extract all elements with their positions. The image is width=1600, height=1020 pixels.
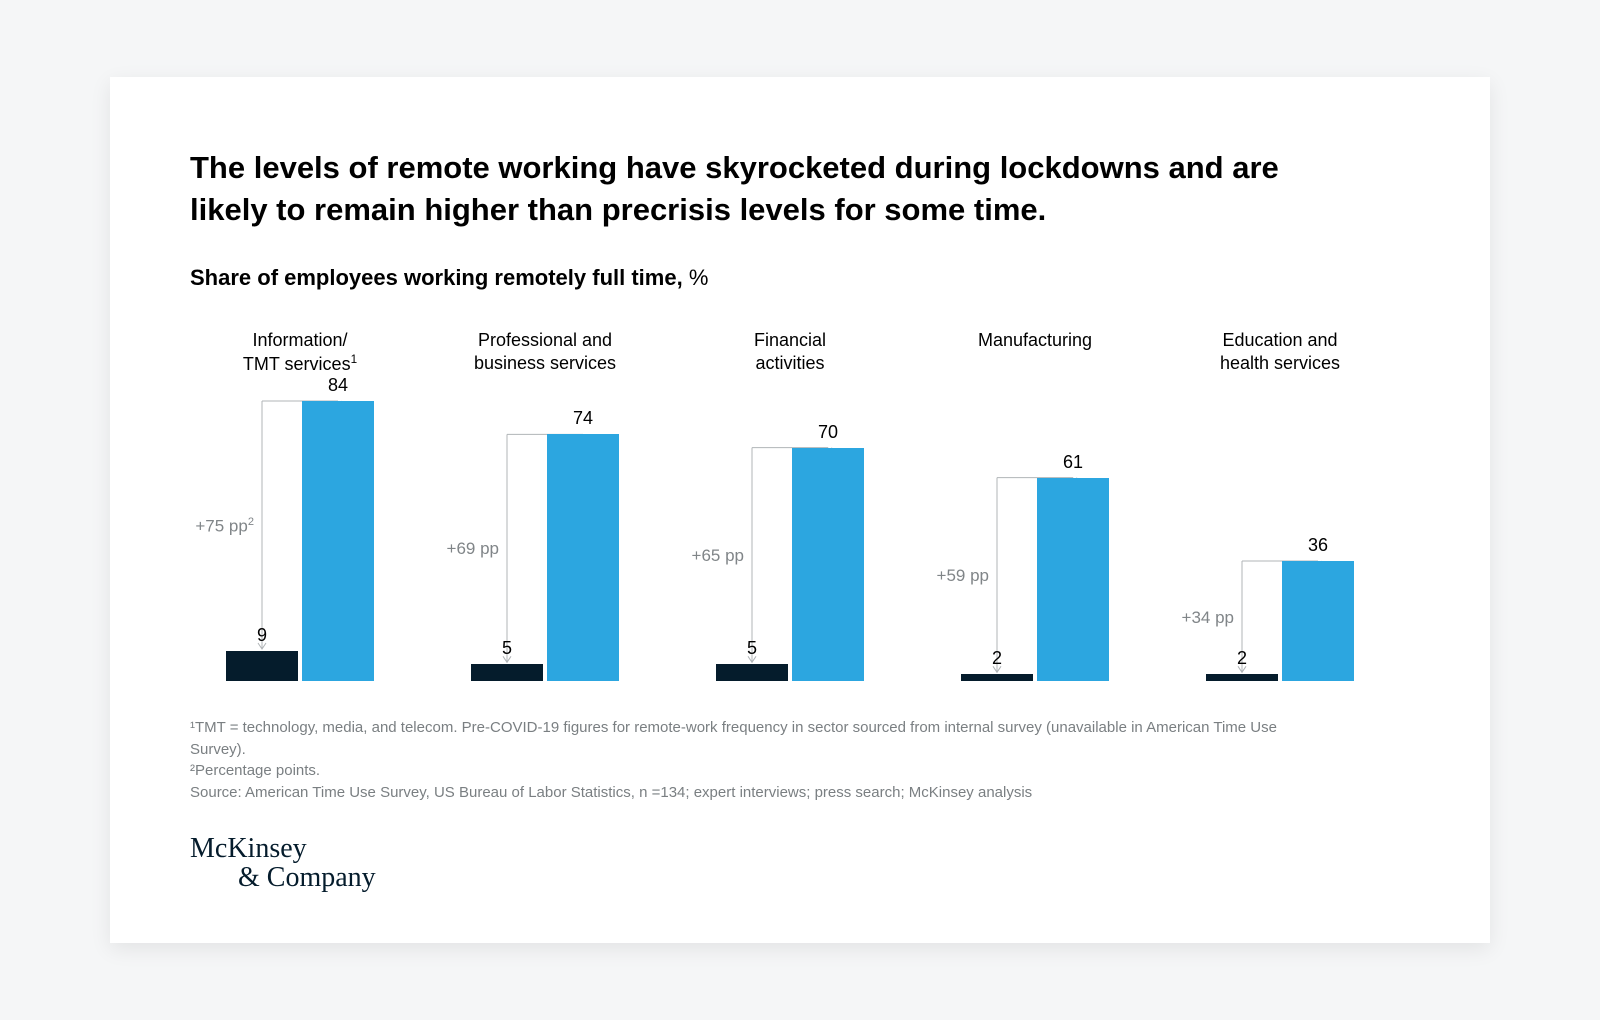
logo-line-2: & Company: [190, 863, 1410, 892]
bar-pre-value: 5: [471, 638, 543, 659]
bars-zone: +34 pp236: [1170, 401, 1390, 681]
subtitle-prefix: Share of employees working remotely full…: [190, 265, 689, 290]
delta-label: +59 pp: [937, 566, 989, 586]
chart-group: Information/TMT services1+75 pp2984: [190, 329, 410, 681]
bars-zone: +65 pp570: [680, 401, 900, 681]
bar-pre-value: 9: [226, 625, 298, 646]
bar-post: 74: [547, 434, 619, 681]
bar-post-value: 36: [1282, 535, 1354, 556]
bar-pre: 9: [226, 651, 298, 681]
bar-post: 70: [792, 448, 864, 681]
delta-label: +65 pp: [692, 546, 744, 566]
bar-post-value: 84: [302, 375, 374, 396]
category-label: Professional andbusiness services: [474, 329, 616, 379]
chart-group: Financialactivities+65 pp570: [680, 329, 900, 681]
delta-arrow: [190, 401, 410, 681]
chart-area: Information/TMT services1+75 pp2984Profe…: [190, 329, 1410, 681]
bar-post: 84: [302, 401, 374, 681]
footnote-line: ²Percentage points.: [190, 760, 1290, 782]
chart-group: Professional andbusiness services +69 pp 5…: [435, 329, 655, 681]
subtitle-unit: %: [689, 265, 709, 290]
bar-post: 36: [1282, 561, 1354, 681]
chart-group: Education andhealth services+34 pp236: [1170, 329, 1390, 681]
footnote-line: Source: American Time Use Survey, US Bur…: [190, 782, 1290, 804]
bars-zone: +59 pp261: [925, 401, 1145, 681]
delta-arrow: [680, 401, 900, 681]
delta-label: +34 pp: [1182, 608, 1234, 628]
chart-title: The levels of remote working have skyroc…: [190, 147, 1340, 231]
bar-post-value: 70: [792, 422, 864, 443]
delta-label: +69 pp: [447, 539, 499, 559]
bars-zone: +69 pp574: [435, 401, 655, 681]
bar-pre: 5: [471, 664, 543, 681]
bar-pre-value: 2: [1206, 648, 1278, 669]
bar-pre-value: 2: [961, 648, 1033, 669]
delta-arrow: [1170, 401, 1390, 681]
category-label: Information/TMT services1: [243, 329, 357, 379]
bars-zone: +75 pp2 984: [190, 401, 410, 681]
footnote-line: ¹TMT = technology, media, and telecom. P…: [190, 717, 1290, 761]
category-label: Education andhealth services: [1220, 329, 1340, 379]
bar-post-value: 74: [547, 408, 619, 429]
mckinsey-logo: McKinsey & Company: [190, 834, 1410, 893]
bar-post-value: 61: [1037, 452, 1109, 473]
bar-pre: 5: [716, 664, 788, 681]
category-label: Financialactivities: [754, 329, 826, 379]
chart-subtitle: Share of employees working remotely full…: [190, 265, 1410, 291]
bar-pre: 2: [1206, 674, 1278, 681]
chart-card: The levels of remote working have skyroc…: [110, 77, 1490, 942]
bar-post: 61: [1037, 478, 1109, 681]
bar-pre: 2: [961, 674, 1033, 681]
delta-label: +75 pp2: [195, 516, 254, 537]
bar-pre-value: 5: [716, 638, 788, 659]
logo-line-1: McKinsey: [190, 834, 1410, 863]
delta-arrow: [925, 401, 1145, 681]
category-label: Manufacturing: [978, 329, 1092, 379]
footnotes: ¹TMT = technology, media, and telecom. P…: [190, 717, 1290, 804]
chart-group: Manufacturing+59 pp261: [925, 329, 1145, 681]
